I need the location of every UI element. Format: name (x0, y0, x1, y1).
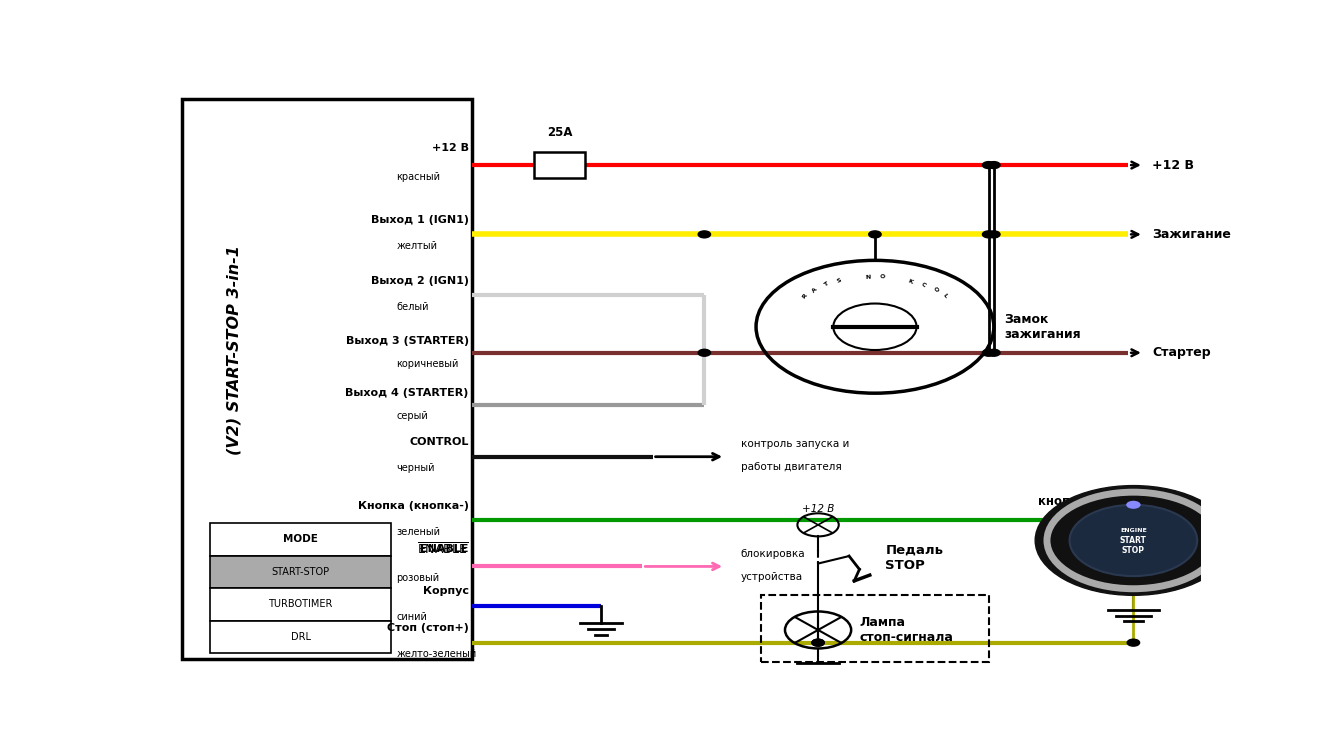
Text: коричневый: коричневый (396, 359, 459, 369)
Text: STOP: STOP (1122, 546, 1145, 555)
Text: L: L (942, 293, 948, 299)
Bar (534, 152, 586, 178)
Text: Выход 1 (IGN1): Выход 1 (IGN1) (371, 215, 468, 225)
Text: MODE: MODE (283, 534, 317, 544)
Text: контроль запуска и: контроль запуска и (740, 439, 848, 449)
Circle shape (698, 350, 711, 356)
Circle shape (982, 350, 995, 356)
Text: кнопка без: кнопка без (1038, 495, 1113, 508)
Text: C: C (920, 282, 927, 288)
Circle shape (987, 231, 1000, 238)
Text: Выход 2 (IGN1): Выход 2 (IGN1) (371, 275, 468, 286)
Text: T: T (823, 282, 830, 288)
Text: розовый: розовый (396, 573, 439, 583)
Text: красный: красный (396, 172, 440, 182)
Text: Лампа
стоп-сигнала: Лампа стоп-сигнала (859, 616, 954, 644)
Circle shape (868, 231, 882, 238)
Text: фиксации: фиксации (1045, 511, 1113, 524)
Text: устройства: устройства (740, 572, 803, 582)
Text: DRL: DRL (291, 632, 311, 642)
Text: S: S (836, 278, 842, 284)
Text: +12 В: +12 В (432, 142, 468, 153)
Text: R: R (802, 292, 808, 299)
Text: (V2) START-STOP 3-in-1: (V2) START-STOP 3-in-1 (227, 245, 241, 454)
Circle shape (987, 350, 1000, 356)
Text: O: O (931, 286, 939, 294)
Bar (211, 588, 391, 620)
Text: ENGINE: ENGINE (1121, 527, 1147, 532)
Text: Выход 3 (STARTER): Выход 3 (STARTER) (346, 336, 468, 346)
Bar (762, 596, 988, 662)
Text: Зажигание: Зажигание (1153, 228, 1231, 241)
Text: серый: серый (396, 411, 428, 422)
Text: блокировка: блокировка (740, 549, 806, 559)
Circle shape (812, 639, 824, 646)
Text: Корпус: Корпус (423, 586, 468, 596)
Circle shape (1126, 501, 1141, 509)
Text: ENABLE: ENABLE (420, 544, 468, 554)
Text: Замок
зажигания: Замок зажигания (1005, 313, 1081, 340)
Circle shape (698, 231, 711, 238)
Bar (211, 524, 391, 556)
Text: зеленый: зеленый (396, 526, 440, 537)
Circle shape (834, 304, 916, 350)
Text: TURBOTIMER: TURBOTIMER (268, 599, 332, 609)
Text: Стартер: Стартер (1153, 346, 1211, 359)
Bar (211, 620, 391, 653)
Circle shape (982, 231, 995, 238)
Text: Стоп (стоп+): Стоп (стоп+) (387, 623, 468, 633)
Text: A: A (811, 286, 818, 293)
Text: START: START (1121, 536, 1147, 545)
Circle shape (1127, 639, 1139, 646)
Text: +12 В: +12 В (1153, 158, 1194, 172)
Circle shape (1035, 485, 1231, 596)
Text: желто-зеленый: желто-зеленый (396, 650, 476, 659)
Text: START-STOP: START-STOP (272, 567, 329, 577)
Text: 25A: 25A (547, 126, 572, 139)
Circle shape (987, 161, 1000, 169)
Text: черный: черный (396, 464, 435, 473)
Text: Кнопка (кнопка-): Кнопка (кнопка-) (358, 501, 468, 511)
Text: белый: белый (396, 302, 428, 311)
Text: K: K (907, 278, 914, 284)
Circle shape (1127, 517, 1139, 524)
Text: синий: синий (396, 612, 427, 622)
Text: желтый: желтый (396, 241, 438, 251)
Circle shape (982, 161, 995, 169)
Text: +12 В: +12 В (802, 504, 834, 514)
Text: $\overline{\mathrm{ENABLE}}$: $\overline{\mathrm{ENABLE}}$ (418, 542, 468, 556)
Circle shape (1070, 505, 1197, 576)
Text: Выход 4 (STARTER): Выход 4 (STARTER) (346, 388, 468, 398)
Text: Педаль
STOP: Педаль STOP (886, 544, 943, 572)
Text: CONTROL: CONTROL (410, 437, 468, 447)
Bar (211, 556, 391, 588)
Text: O: O (879, 274, 884, 280)
Bar (183, 99, 472, 658)
Text: работы двигателя: работы двигателя (740, 462, 842, 472)
Text: N: N (864, 274, 871, 280)
Circle shape (812, 639, 824, 646)
